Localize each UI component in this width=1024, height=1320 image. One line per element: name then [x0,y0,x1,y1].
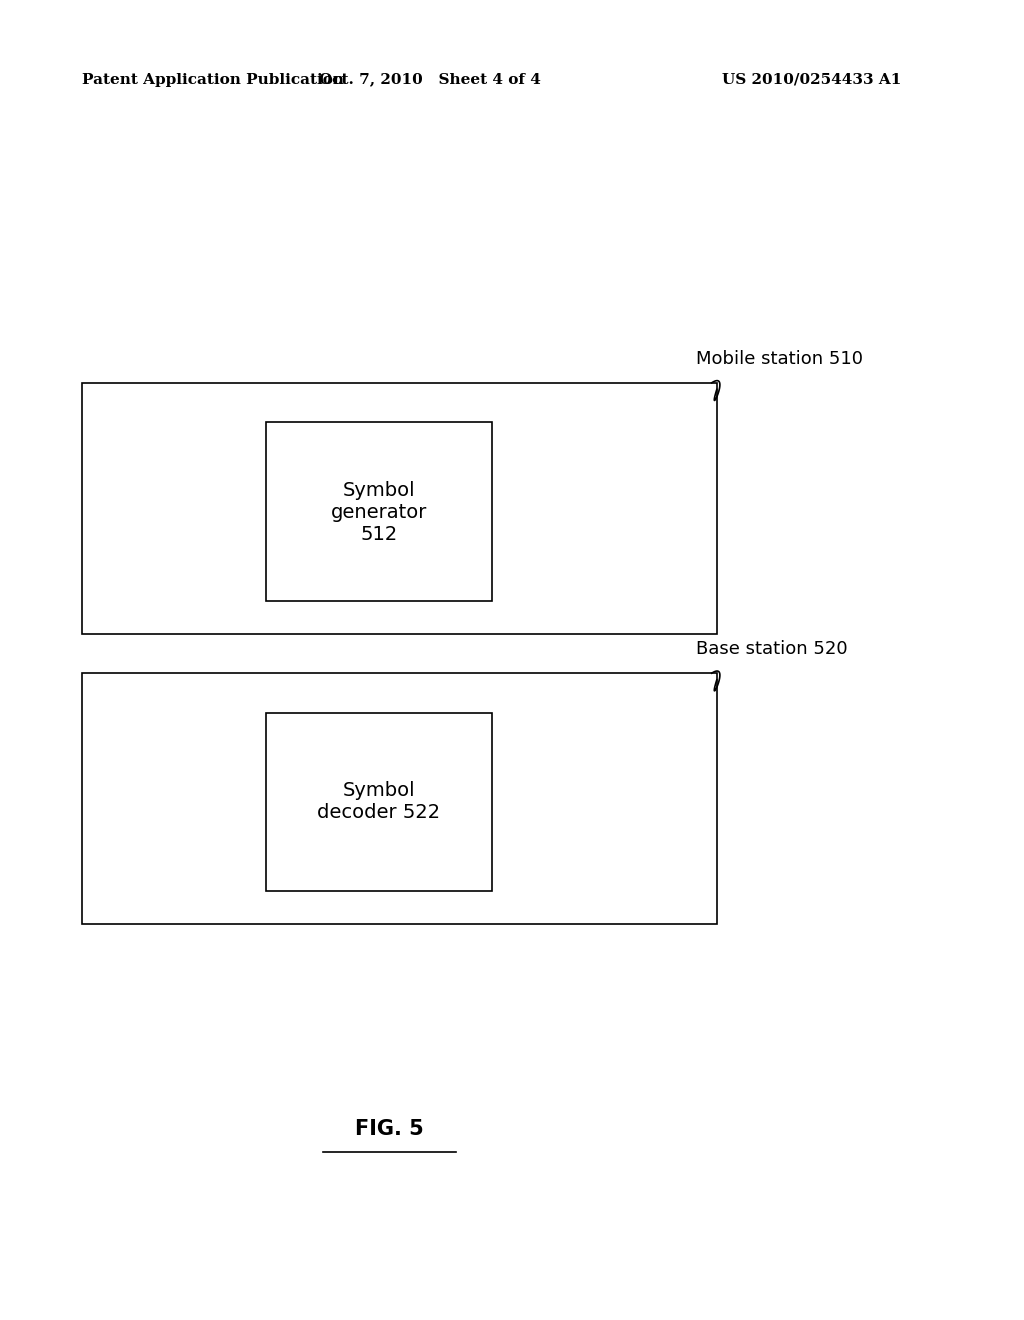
Text: FIG. 5: FIG. 5 [354,1118,424,1139]
Text: Symbol
decoder 522: Symbol decoder 522 [317,780,440,822]
FancyBboxPatch shape [266,422,492,601]
FancyBboxPatch shape [266,713,492,891]
Text: Base station 520: Base station 520 [696,640,848,659]
Text: Mobile station 510: Mobile station 510 [696,350,863,368]
Text: Oct. 7, 2010   Sheet 4 of 4: Oct. 7, 2010 Sheet 4 of 4 [319,73,541,87]
Text: US 2010/0254433 A1: US 2010/0254433 A1 [722,73,901,87]
Text: Symbol
generator
512: Symbol generator 512 [331,480,427,544]
FancyBboxPatch shape [82,383,717,634]
FancyBboxPatch shape [82,673,717,924]
Text: Patent Application Publication: Patent Application Publication [82,73,344,87]
